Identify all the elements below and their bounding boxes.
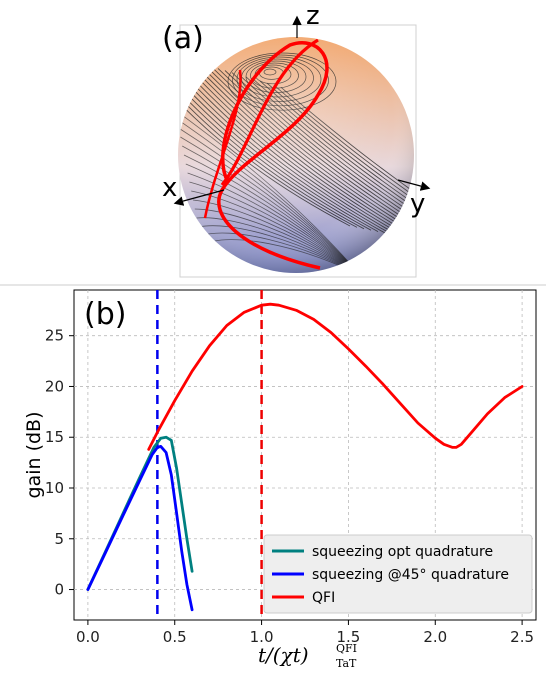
y-tick-label: 10 — [45, 479, 64, 497]
y-tick-label: 0 — [54, 581, 64, 599]
x-tick-label: 0.0 — [76, 628, 100, 646]
reference-lines — [156, 290, 263, 620]
panel-a: z x y (a) — [162, 1, 431, 278]
y-tick-label: 5 — [54, 530, 64, 548]
axis-label-z: z — [306, 1, 320, 31]
x-axis-label-sup: QFI — [336, 642, 357, 655]
y-axis-label: gain (dB) — [23, 412, 45, 499]
panel-b: 0.0 0.5 1.0 1.5 2.0 2.5 0 5 10 15 20 25 (b) gain (… — [23, 289, 537, 670]
x-axis-label: t/(χt) QFI TaT — [258, 642, 357, 670]
y-ticks: 0 5 10 15 20 25 — [45, 327, 74, 599]
axis-label-y: y — [410, 189, 425, 219]
y-tick-label: 20 — [45, 377, 64, 395]
x-axis-arrow — [173, 189, 225, 206]
series-lines — [86, 302, 524, 612]
y-tick-label: 15 — [45, 428, 64, 446]
legend-entries: squeezing opt quadrature squeezing @45° q… — [272, 544, 509, 606]
axis-label-x: x — [162, 173, 177, 203]
y-tick-label: 25 — [45, 327, 64, 345]
x-tick-label: 0.5 — [163, 628, 187, 646]
sphere-shading — [178, 37, 414, 273]
legend-label: squeezing @45° quadrature — [312, 567, 509, 583]
series-line — [86, 444, 194, 612]
x-ticks: 0.0 0.5 1.0 1.5 2.0 2.5 — [76, 620, 534, 646]
panel-label-a: (a) — [162, 21, 204, 56]
y-axis-arrow — [397, 179, 431, 191]
x-tick-label: 2.0 — [423, 628, 447, 646]
x-tick-label: 1.5 — [336, 628, 360, 646]
legend-label: QFI — [312, 590, 335, 606]
legend: squeezing opt quadrature squeezing @45° q… — [263, 534, 533, 614]
legend-box — [263, 534, 533, 614]
panel-label-b: (b) — [84, 297, 126, 332]
legend-label: squeezing opt quadrature — [312, 544, 493, 560]
x-axis-label-main: t/(χt) — [258, 643, 309, 667]
red-trajectory — [203, 38, 329, 270]
x-axis-label-sub: TaT — [336, 657, 357, 670]
x-tick-label: 2.5 — [510, 628, 534, 646]
x-tick-label: 1.0 — [250, 628, 274, 646]
series-line — [147, 302, 524, 451]
